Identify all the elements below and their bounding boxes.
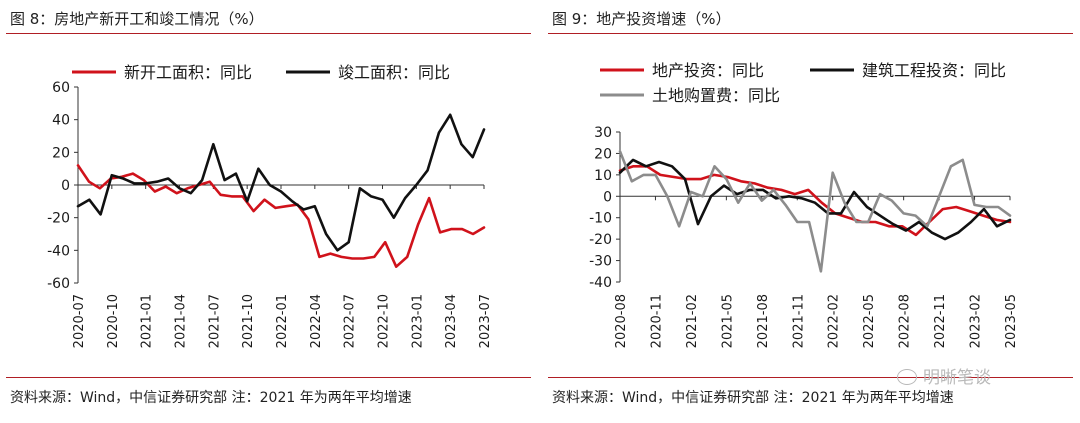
x-tick-label: 2022-07	[343, 294, 358, 348]
series-line	[76, 164, 486, 268]
x-tick-label: 2021-05	[720, 294, 735, 348]
legend-label: 地产投资：同比	[652, 61, 764, 80]
x-tick-label: 2022-05	[862, 294, 877, 348]
x-tick-label: 2022-08	[898, 294, 913, 348]
x-tick-label: 2023-05	[1004, 294, 1019, 348]
y-tick-label: 0	[61, 178, 70, 194]
legend-label: 新开工面积：同比	[124, 63, 252, 82]
series-line	[76, 113, 486, 252]
x-tick-label: 2022-02	[827, 294, 842, 348]
title-divider	[6, 33, 531, 34]
source-note: 资料来源：Wind，中信证券研究部 注：2021 年为两年平均增速	[552, 390, 954, 406]
watermark-text: 明晰笔谈	[923, 368, 991, 388]
y-tick-label: 0	[603, 189, 612, 205]
y-tick-label: 30	[594, 125, 612, 141]
series-line	[618, 150, 1012, 273]
y-tick-label: -10	[589, 211, 612, 227]
series-line	[618, 158, 1012, 241]
y-tick-label: 10	[594, 168, 612, 184]
y-tick-label: 40	[52, 113, 70, 129]
x-tick-label: 2021-11	[791, 294, 806, 348]
x-tick-label: 2021-08	[756, 294, 771, 348]
y-tick-label: 60	[52, 80, 70, 96]
x-tick-label: 2023-07	[478, 294, 493, 348]
x-tick-label: 2020-10	[106, 294, 121, 348]
figure-9-panel: 图 9：地产投资增速（%） 30 20 10 0 -10 -20 -30 -40 2020-08…	[548, 0, 1073, 423]
y-tick-label: -20	[589, 232, 612, 248]
x-tick-label: 2021-02	[685, 294, 700, 348]
y-tick-label: -20	[47, 211, 70, 227]
legend-label: 竣工面积：同比	[338, 63, 450, 82]
x-tick-label: 2021-01	[140, 294, 155, 348]
source-note: 资料来源：Wind，中信证券研究部 注：2021 年为两年平均增速	[10, 390, 412, 406]
figure-title: 图 8：房地产新开工和竣工情况（%）	[10, 10, 264, 28]
source-divider	[6, 377, 531, 378]
watermark: 明晰笔谈	[897, 363, 991, 388]
legend-label: 土地购置费：同比	[652, 86, 780, 105]
x-tick-label: 2021-10	[241, 294, 256, 348]
source-divider	[548, 377, 1073, 378]
x-tick-label: 2023-01	[410, 294, 425, 348]
y-tick-label: -40	[47, 243, 70, 259]
title-divider	[548, 33, 1073, 34]
x-tick-label: 2023-02	[969, 294, 984, 348]
x-tick-label: 2022-10	[377, 294, 392, 348]
legend-label: 建筑工程投资：同比	[862, 61, 1006, 80]
x-tick-label: 2020-11	[649, 294, 664, 348]
figure-8-panel: 图 8：房地产新开工和竣工情况（%） 60 40 20 0 -20 -40 -60 2020-…	[6, 0, 531, 423]
x-tick-label: 2022-04	[309, 294, 324, 348]
y-tick-label: 20	[52, 145, 70, 161]
x-tick-label: 2022-11	[933, 294, 948, 348]
x-tick-label: 2020-08	[614, 294, 629, 348]
x-tick-label: 2023-04	[444, 294, 459, 348]
x-tick-label: 2021-07	[207, 294, 222, 348]
y-tick-label: -40	[589, 275, 612, 291]
x-tick-label: 2020-07	[72, 294, 87, 348]
x-tick-label: 2022-01	[275, 294, 290, 348]
x-tick-label: 2021-04	[174, 294, 189, 348]
y-tick-label: 20	[594, 146, 612, 162]
figure-title: 图 9：地产投资增速（%）	[552, 10, 731, 28]
y-tick-label: -30	[589, 254, 612, 270]
y-tick-label: -60	[47, 276, 70, 292]
wechat-icon	[897, 369, 917, 385]
